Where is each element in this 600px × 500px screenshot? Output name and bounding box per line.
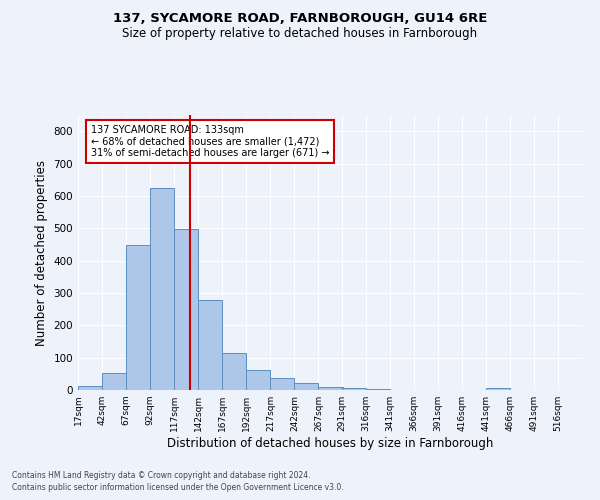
Bar bbox=[271, 378, 295, 390]
Text: Size of property relative to detached houses in Farnborough: Size of property relative to detached ho… bbox=[122, 28, 478, 40]
Bar bbox=[174, 229, 198, 390]
Y-axis label: Number of detached properties: Number of detached properties bbox=[35, 160, 48, 346]
Bar bbox=[486, 388, 510, 390]
Text: 137, SYCAMORE ROAD, FARNBOROUGH, GU14 6RE: 137, SYCAMORE ROAD, FARNBOROUGH, GU14 6R… bbox=[113, 12, 487, 26]
Bar bbox=[102, 373, 126, 390]
Bar bbox=[150, 188, 174, 390]
Text: Contains public sector information licensed under the Open Government Licence v3: Contains public sector information licen… bbox=[12, 484, 344, 492]
Bar bbox=[222, 353, 247, 390]
Text: Contains HM Land Registry data © Crown copyright and database right 2024.: Contains HM Land Registry data © Crown c… bbox=[12, 471, 311, 480]
Bar bbox=[365, 388, 389, 390]
Bar bbox=[341, 388, 365, 390]
Bar bbox=[319, 387, 343, 390]
Bar bbox=[247, 370, 271, 390]
Bar bbox=[198, 300, 222, 390]
Bar bbox=[78, 386, 102, 390]
Bar bbox=[126, 245, 150, 390]
X-axis label: Distribution of detached houses by size in Farnborough: Distribution of detached houses by size … bbox=[167, 437, 493, 450]
Bar bbox=[295, 383, 319, 390]
Text: 137 SYCAMORE ROAD: 133sqm
← 68% of detached houses are smaller (1,472)
31% of se: 137 SYCAMORE ROAD: 133sqm ← 68% of detac… bbox=[91, 124, 329, 158]
